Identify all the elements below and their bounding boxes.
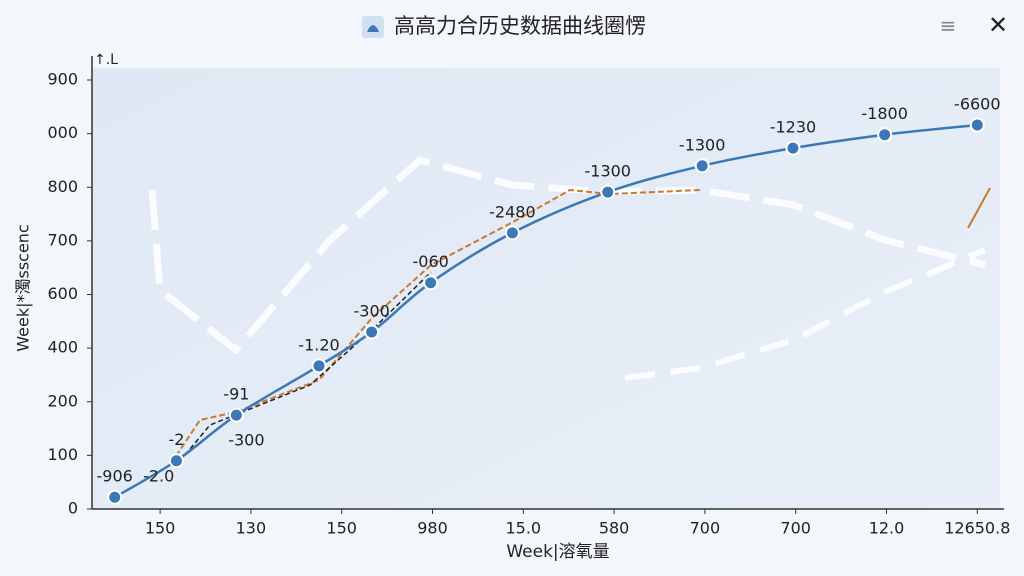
data-point [311,358,327,374]
y-tick-label: 0 [68,499,78,518]
plot-area [92,68,1000,509]
x-tick-label: 150 [326,519,357,538]
chart-title: 高高力合历史数据曲线圈愣 [394,14,646,38]
annotation: -300 [228,431,264,450]
y-tick-label: 600 [47,284,78,303]
point-label: -6600 [954,95,1001,114]
point-label: -1.20 [298,335,339,354]
data-point [785,140,801,156]
x-tick-label: 580 [599,519,630,538]
title-icon-glyph [367,25,379,32]
x-tick-label: 12650.8 [944,519,1010,538]
point-label: -1300 [584,162,631,181]
x-tick-label: 12.0 [869,519,905,538]
x-tick-label: 980 [417,519,448,538]
y-tick-label: 400 [47,338,78,357]
x-tick-label: 700 [780,519,811,538]
annotation: -2.0 [143,467,174,486]
data-point [423,275,439,291]
menu-button[interactable]: ≡ [940,14,957,38]
dashed-line-dark [184,271,432,456]
y-tick-label: 900 [47,70,78,89]
point-label: -1800 [861,104,908,123]
x-axis-label: Week|溶氧量 [506,542,609,562]
x-tick-label: 15.0 [505,519,541,538]
decor-stroke [967,187,991,229]
point-label: -300 [354,302,390,321]
x-tick-label: 700 [690,519,721,538]
y-tick-label: 700 [47,230,78,249]
data-point [600,184,616,200]
point-label: -2 [168,430,184,449]
y-tick-label: 100 [47,445,78,464]
point-label: -1230 [770,118,817,137]
dashed-line [175,188,701,457]
data-point [877,127,893,143]
data-point [107,489,123,505]
y-tick-label: 200 [47,391,78,410]
data-point [228,407,244,423]
data-point [504,225,520,241]
data-point [694,158,710,174]
data-point [168,453,184,469]
x-tick-label: 130 [236,519,267,538]
y-unit-label: ↑.L [94,52,118,68]
point-label: -1300 [679,135,726,154]
point-label: -91 [223,385,249,404]
y-tick-label: 800 [47,177,78,196]
point-label: -906 [97,467,133,486]
data-point [969,117,985,133]
x-tick-label: 150 [145,519,176,538]
y-axis-label: Week|*濁sscenc [14,224,33,351]
close-button[interactable]: ✕ [988,11,1008,39]
ghost-lines [148,156,987,381]
data-point [364,324,380,340]
point-label: -2480 [489,202,536,221]
y-tick-label: 000 [47,123,78,142]
point-label: -060 [413,252,449,271]
